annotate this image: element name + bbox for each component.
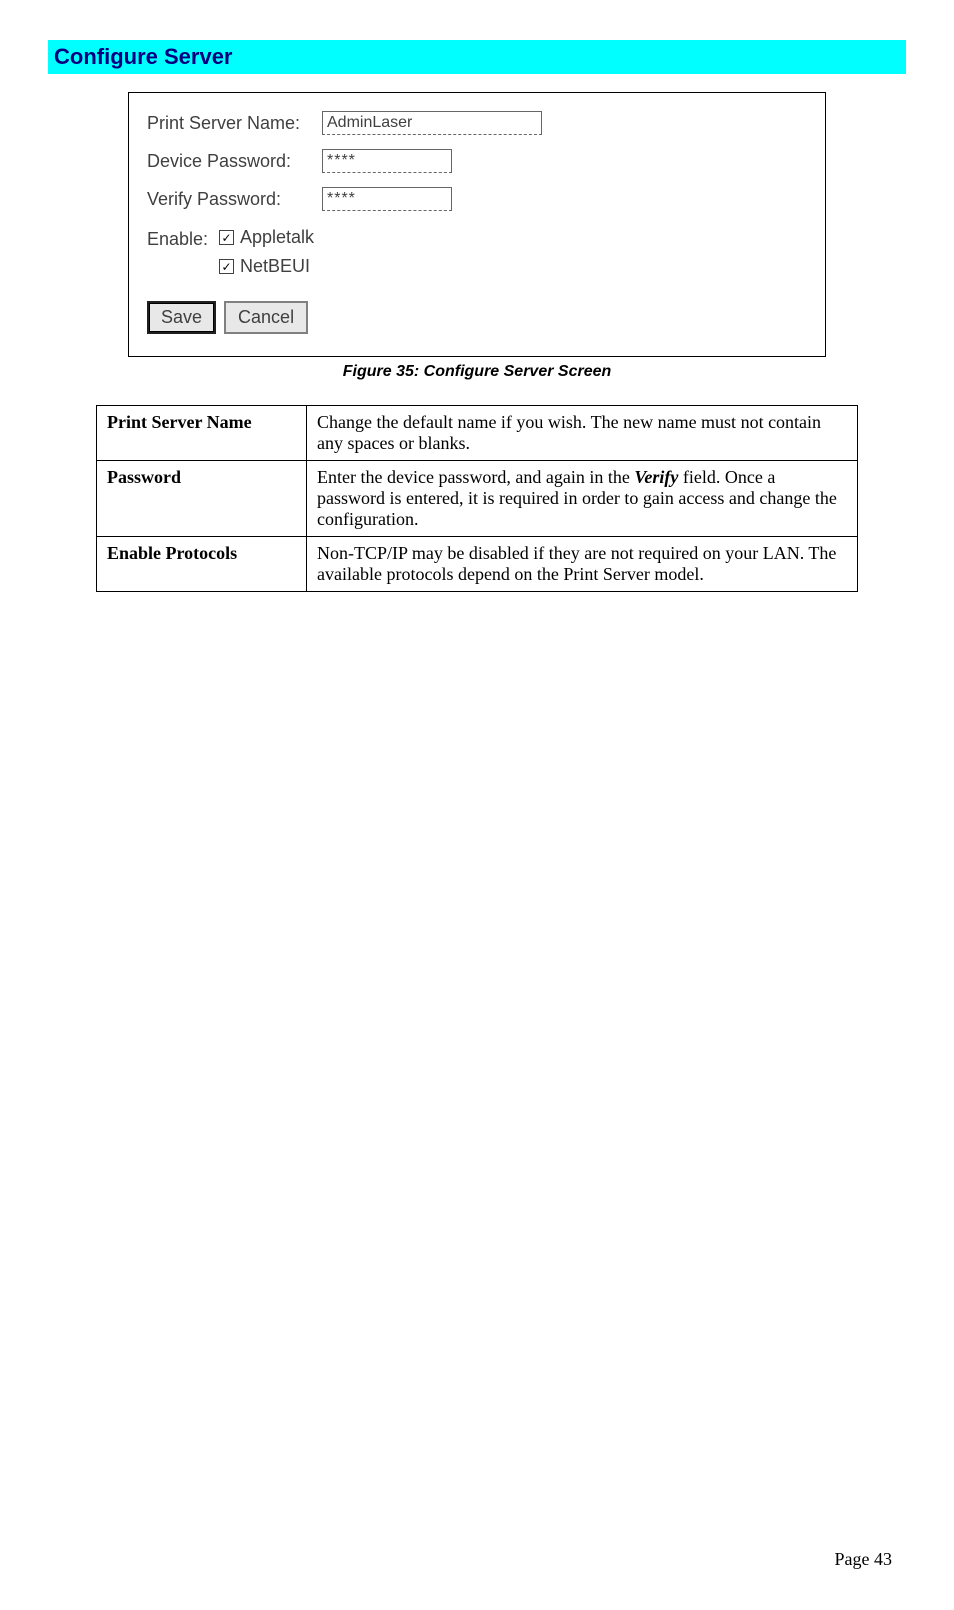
print-server-name-label: Print Server Name: [147,113,322,134]
table-header-cell: Password [97,461,307,537]
figure-caption: Figure 35: Configure Server Screen [48,363,906,381]
button-row: Save Cancel [147,301,807,334]
table-body-cell: Enter the device password, and again in … [307,461,858,537]
print-server-name-input[interactable] [322,111,542,135]
table-row: Print Server Name Change the default nam… [97,406,858,461]
table-row: Password Enter the device password, and … [97,461,858,537]
row-device-password: Device Password: [147,149,807,173]
device-password-label: Device Password: [147,151,322,172]
section-title: Configure Server [48,40,906,74]
table-row: Enable Protocols Non-TCP/IP may be disab… [97,537,858,592]
table-body-cell: Change the default name if you wish. The… [307,406,858,461]
checkbox-row-appletalk: ✓ Appletalk [219,227,314,248]
enable-options: ✓ Appletalk ✓ NetBEUI [219,227,314,277]
table-header-cell: Print Server Name [97,406,307,461]
device-password-input[interactable] [322,149,452,173]
cancel-button[interactable]: Cancel [224,301,308,334]
table-header-cell: Enable Protocols [97,537,307,592]
verify-word: Verify [634,467,678,487]
verify-password-input[interactable] [322,187,452,211]
enable-block: Enable: ✓ Appletalk ✓ NetBEUI [147,227,807,277]
password-body-pre: Enter the device password, and again in … [317,467,634,487]
appletalk-checkbox[interactable]: ✓ [219,230,234,245]
appletalk-label: Appletalk [240,227,314,248]
save-button[interactable]: Save [147,301,216,334]
checkbox-row-netbeui: ✓ NetBEUI [219,256,314,277]
page-number: Page 43 [835,1549,893,1570]
config-form-frame: Print Server Name: Device Password: Veri… [128,92,826,357]
table-body-cell: Non-TCP/IP may be disabled if they are n… [307,537,858,592]
netbeui-checkbox[interactable]: ✓ [219,259,234,274]
netbeui-label: NetBEUI [240,256,310,277]
row-print-server-name: Print Server Name: [147,111,807,135]
verify-password-label: Verify Password: [147,189,322,210]
row-verify-password: Verify Password: [147,187,807,211]
enable-label: Enable: [147,227,219,277]
description-table: Print Server Name Change the default nam… [96,405,858,592]
